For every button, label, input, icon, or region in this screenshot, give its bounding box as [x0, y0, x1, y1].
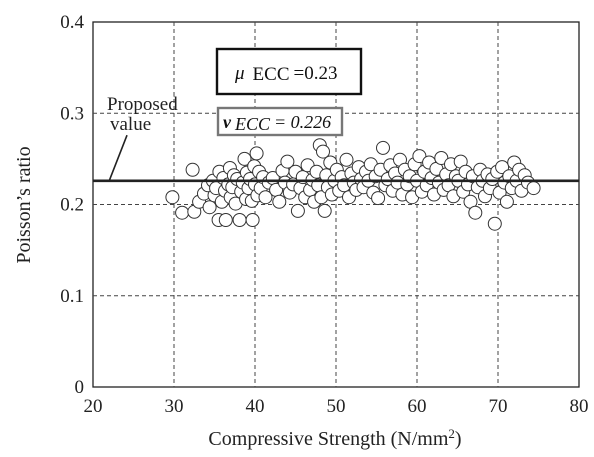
data-point — [258, 190, 273, 205]
proposed-label-line2: value — [110, 114, 151, 135]
data-point — [218, 213, 233, 227]
data-point — [232, 213, 247, 227]
x-tick-label: 40 — [246, 396, 265, 417]
y-tick-label: 0 — [75, 377, 85, 398]
y-tick-label: 0.4 — [60, 12, 84, 33]
mean-subscript: ECC — [253, 64, 290, 85]
x-tick-label: 60 — [408, 396, 427, 417]
data-point — [272, 194, 287, 209]
y-tick-label: 0.2 — [60, 195, 84, 216]
x-tick-label: 20 — [84, 396, 103, 417]
data-point — [371, 191, 386, 206]
x-tick-label: 80 — [570, 396, 589, 417]
data-point — [165, 190, 180, 205]
data-point — [290, 203, 305, 218]
y-tick-label: 0.3 — [60, 103, 84, 124]
x-tick-label: 30 — [165, 396, 184, 417]
mean-box — [215, 47, 363, 96]
y-axis-ticks: 0 0.1 0.2 0.3 0.4 — [60, 12, 84, 398]
x-axis-title-main: Compressive Strength (N/mm — [208, 428, 448, 450]
x-tick-label: 50 — [327, 396, 346, 417]
data-point — [202, 200, 217, 215]
data-point — [495, 160, 510, 175]
data-point — [245, 213, 260, 227]
x-axis-title-superscript: 2 — [448, 426, 455, 441]
data-point — [412, 149, 427, 164]
data-point — [249, 146, 264, 161]
data-point — [487, 216, 502, 231]
data-point — [316, 144, 330, 159]
data-point — [280, 154, 295, 169]
data-point — [526, 181, 541, 196]
data-point — [376, 140, 390, 155]
mean-annotation: μ ECC =0.23 — [234, 63, 337, 85]
proposed-annotation: ν ECC = 0.226 — [223, 112, 331, 134]
proposed-subscript: ECC — [234, 114, 271, 134]
proposed-box — [216, 106, 344, 137]
data-point — [339, 152, 354, 167]
data-point — [185, 162, 200, 177]
data-point — [468, 205, 483, 220]
x-tick-label: 70 — [489, 396, 508, 417]
data-point — [317, 203, 332, 218]
data-point — [175, 205, 190, 220]
data-point — [434, 151, 449, 165]
x-axis-title-close: ) — [455, 428, 462, 450]
proposed-label-line1: Proposed — [107, 94, 178, 115]
data-point — [237, 151, 252, 166]
proposed-nu-symbol: ν — [223, 112, 232, 132]
data-point — [499, 194, 514, 209]
data-points — [165, 138, 541, 231]
y-tick-label: 0.1 — [60, 286, 84, 307]
x-axis-ticks: 20 30 40 50 60 70 80 — [84, 396, 589, 417]
proposed-value: = 0.226 — [274, 112, 331, 132]
mean-value: =0.23 — [294, 63, 338, 84]
mean-mu-symbol: μ — [234, 63, 245, 84]
proposed-value-pointer — [108, 134, 128, 182]
x-axis-title: Compressive Strength (N/mm2) — [208, 426, 461, 450]
y-axis-title: Poisson’s ratio — [13, 146, 35, 263]
